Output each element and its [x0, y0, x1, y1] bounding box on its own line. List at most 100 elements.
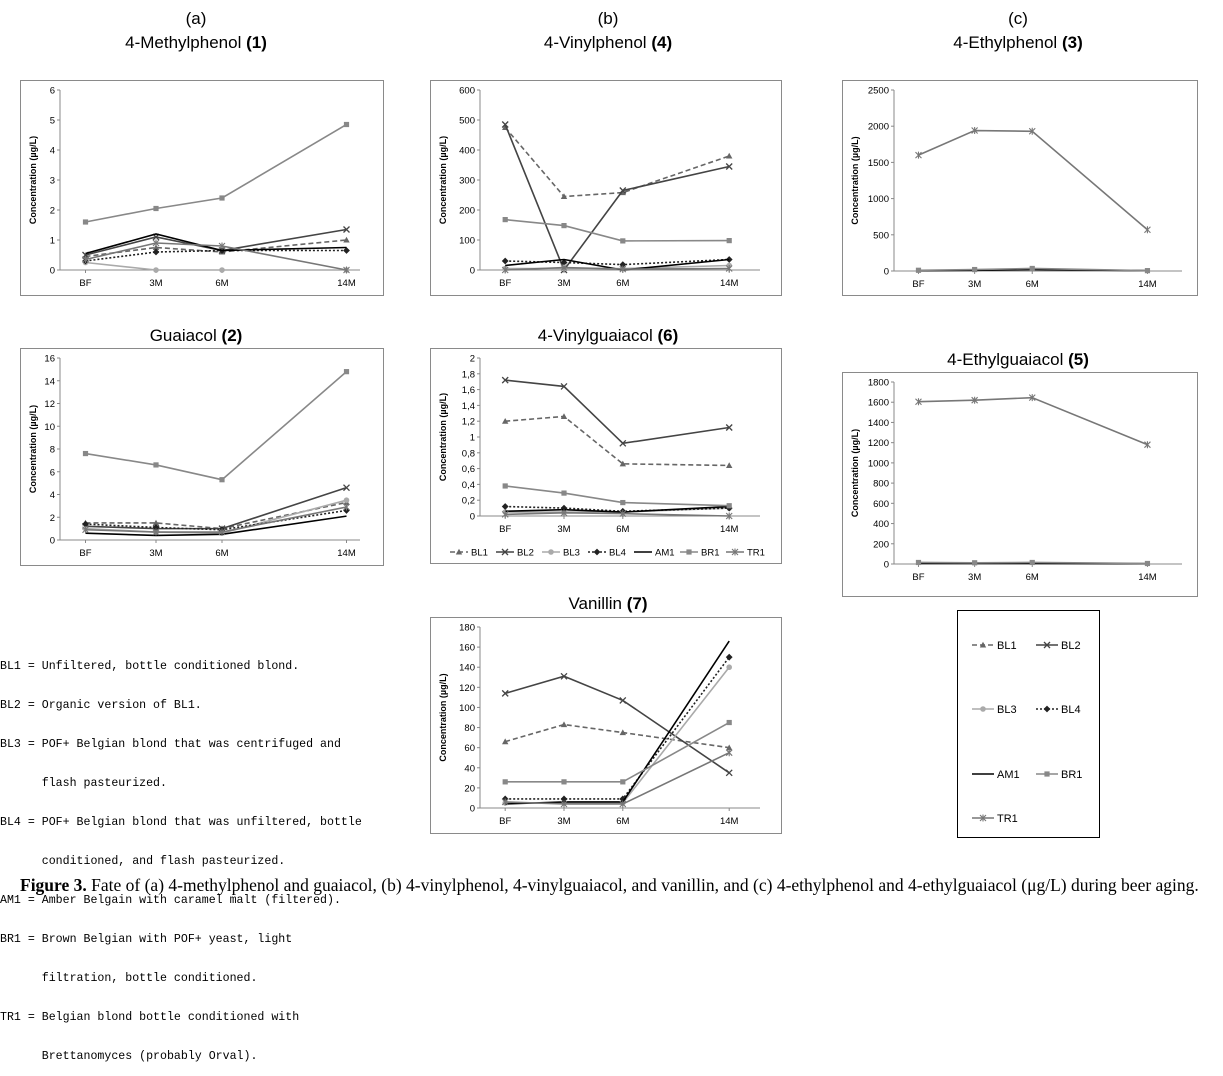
x-tick-label: 14M [1138, 279, 1157, 290]
legend-entry-bl4: BL4 [1036, 704, 1081, 716]
x-tick-label: 6M [1026, 279, 1039, 290]
column-label-c: (c) [958, 9, 1078, 29]
data-point [219, 195, 224, 200]
data-point [620, 779, 625, 784]
legend-marker [1044, 706, 1051, 713]
legend-label: BL3 [563, 548, 580, 559]
data-point [727, 238, 732, 243]
y-tick-label: 600 [873, 499, 889, 510]
y-axis-label: Concentration (µg/L) [28, 136, 38, 224]
y-tick-label: 1000 [868, 458, 889, 469]
y-tick-label: 0 [50, 266, 55, 277]
legend-label: BR1 [701, 548, 719, 559]
legend-label: BL1 [997, 640, 1017, 652]
data-point [1030, 266, 1035, 271]
y-tick-label: 1,6 [462, 385, 475, 396]
y-tick-label: 120 [459, 683, 475, 694]
legend-label: BL4 [1061, 704, 1081, 716]
x-tick-label: 6M [616, 278, 629, 289]
x-tick-label: 3M [968, 572, 981, 583]
y-tick-label: 4 [50, 490, 55, 501]
x-tick-label: BF [912, 279, 924, 290]
legend-label: BL2 [1061, 640, 1081, 652]
y-tick-label: 1 [470, 433, 475, 444]
chart-title-guaiacol: Guaiacol (2) [16, 326, 376, 346]
caption-text: Fate of (a) 4-methylphenol and guaiacol,… [87, 875, 1199, 895]
x-tick-label: 3M [557, 524, 570, 535]
definition-line: conditioned, and flash pasteurized. [0, 855, 362, 868]
chart-title-vanillin: Vanillin (7) [428, 594, 788, 614]
data-point [503, 779, 508, 784]
y-tick-label: 0,2 [462, 496, 475, 507]
legend-label: BL4 [609, 548, 626, 559]
y-tick-label: 40 [464, 763, 475, 774]
definition-line: BL1 = Unfiltered, bottle conditioned blo… [0, 660, 362, 673]
column-label-a: (a) [136, 9, 256, 29]
y-tick-label: 1800 [868, 378, 889, 389]
x-tick-label: 14M [720, 524, 739, 535]
data-point [344, 369, 349, 374]
y-tick-label: 2000 [868, 122, 889, 133]
y-tick-label: 6 [50, 86, 55, 97]
y-tick-label: 500 [459, 116, 475, 127]
y-tick-label: 0 [884, 560, 889, 571]
y-tick-label: 800 [873, 479, 889, 490]
y-axis-label: Concentration (µg/L) [28, 405, 38, 493]
x-tick-label: 6M [1026, 572, 1039, 583]
data-point [561, 223, 566, 228]
y-tick-label: 2 [50, 206, 55, 217]
legend-marker [980, 706, 986, 712]
x-tick-label: 14M [1138, 572, 1157, 583]
x-tick-label: 14M [720, 816, 739, 827]
column-label-b: (b) [548, 9, 668, 29]
chart-title-4-ethylguaiacol: 4-Ethylguaiacol (5) [838, 350, 1198, 370]
y-axis-label: Concentration (µg/L) [438, 673, 448, 761]
y-tick-label: 0 [50, 536, 55, 547]
y-tick-label: 0 [470, 804, 475, 815]
x-tick-label: 14M [337, 548, 356, 559]
legend-marker [686, 549, 691, 554]
y-axis-label: Concentration (µg/L) [438, 136, 448, 224]
y-tick-label: 1,4 [462, 401, 475, 412]
legend-label: TR1 [747, 548, 765, 559]
x-tick-label: 14M [720, 278, 739, 289]
data-point [503, 483, 508, 488]
legend-label: TR1 [997, 813, 1018, 825]
data-point [972, 267, 977, 272]
definition-line: Brettanomyces (probably Orval). [0, 1050, 362, 1063]
y-tick-label: 0,6 [462, 464, 475, 475]
y-tick-label: 20 [464, 783, 475, 794]
y-tick-label: 12 [44, 399, 55, 410]
y-tick-label: 14 [44, 376, 55, 387]
chart-title-4-methylphenol: 4-Methylphenol (1) [16, 33, 376, 53]
x-tick-label: BF [912, 572, 924, 583]
y-tick-label: 6 [50, 467, 55, 478]
data-point [153, 206, 158, 211]
x-tick-label: BF [499, 524, 511, 535]
data-point [972, 560, 977, 565]
legend-entry-br1: BR1 [1036, 769, 1082, 781]
legend-label: BL3 [997, 704, 1017, 716]
x-tick-label: BF [79, 548, 91, 559]
chart-frame [843, 81, 1198, 296]
y-tick-label: 2 [50, 513, 55, 524]
definition-line: BR1 = Brown Belgian with POF+ yeast, lig… [0, 933, 362, 946]
data-point [561, 490, 566, 495]
figure-caption: Figure 3. Fate of (a) 4-methylphenol and… [20, 874, 1205, 896]
x-tick-label: 3M [968, 279, 981, 290]
definition-line: filtration, bottle conditioned. [0, 972, 362, 985]
y-tick-label: 0 [470, 512, 475, 523]
definition-line: flash pasteurized. [0, 777, 362, 790]
legend-label: AM1 [655, 548, 675, 559]
data-point [1145, 268, 1150, 273]
y-tick-label: 10 [44, 422, 55, 433]
definition-line: BL2 = Organic version of BL1. [0, 699, 362, 712]
y-tick-label: 1500 [868, 158, 889, 169]
legend-label: BL2 [517, 548, 534, 559]
data-point [727, 720, 732, 725]
